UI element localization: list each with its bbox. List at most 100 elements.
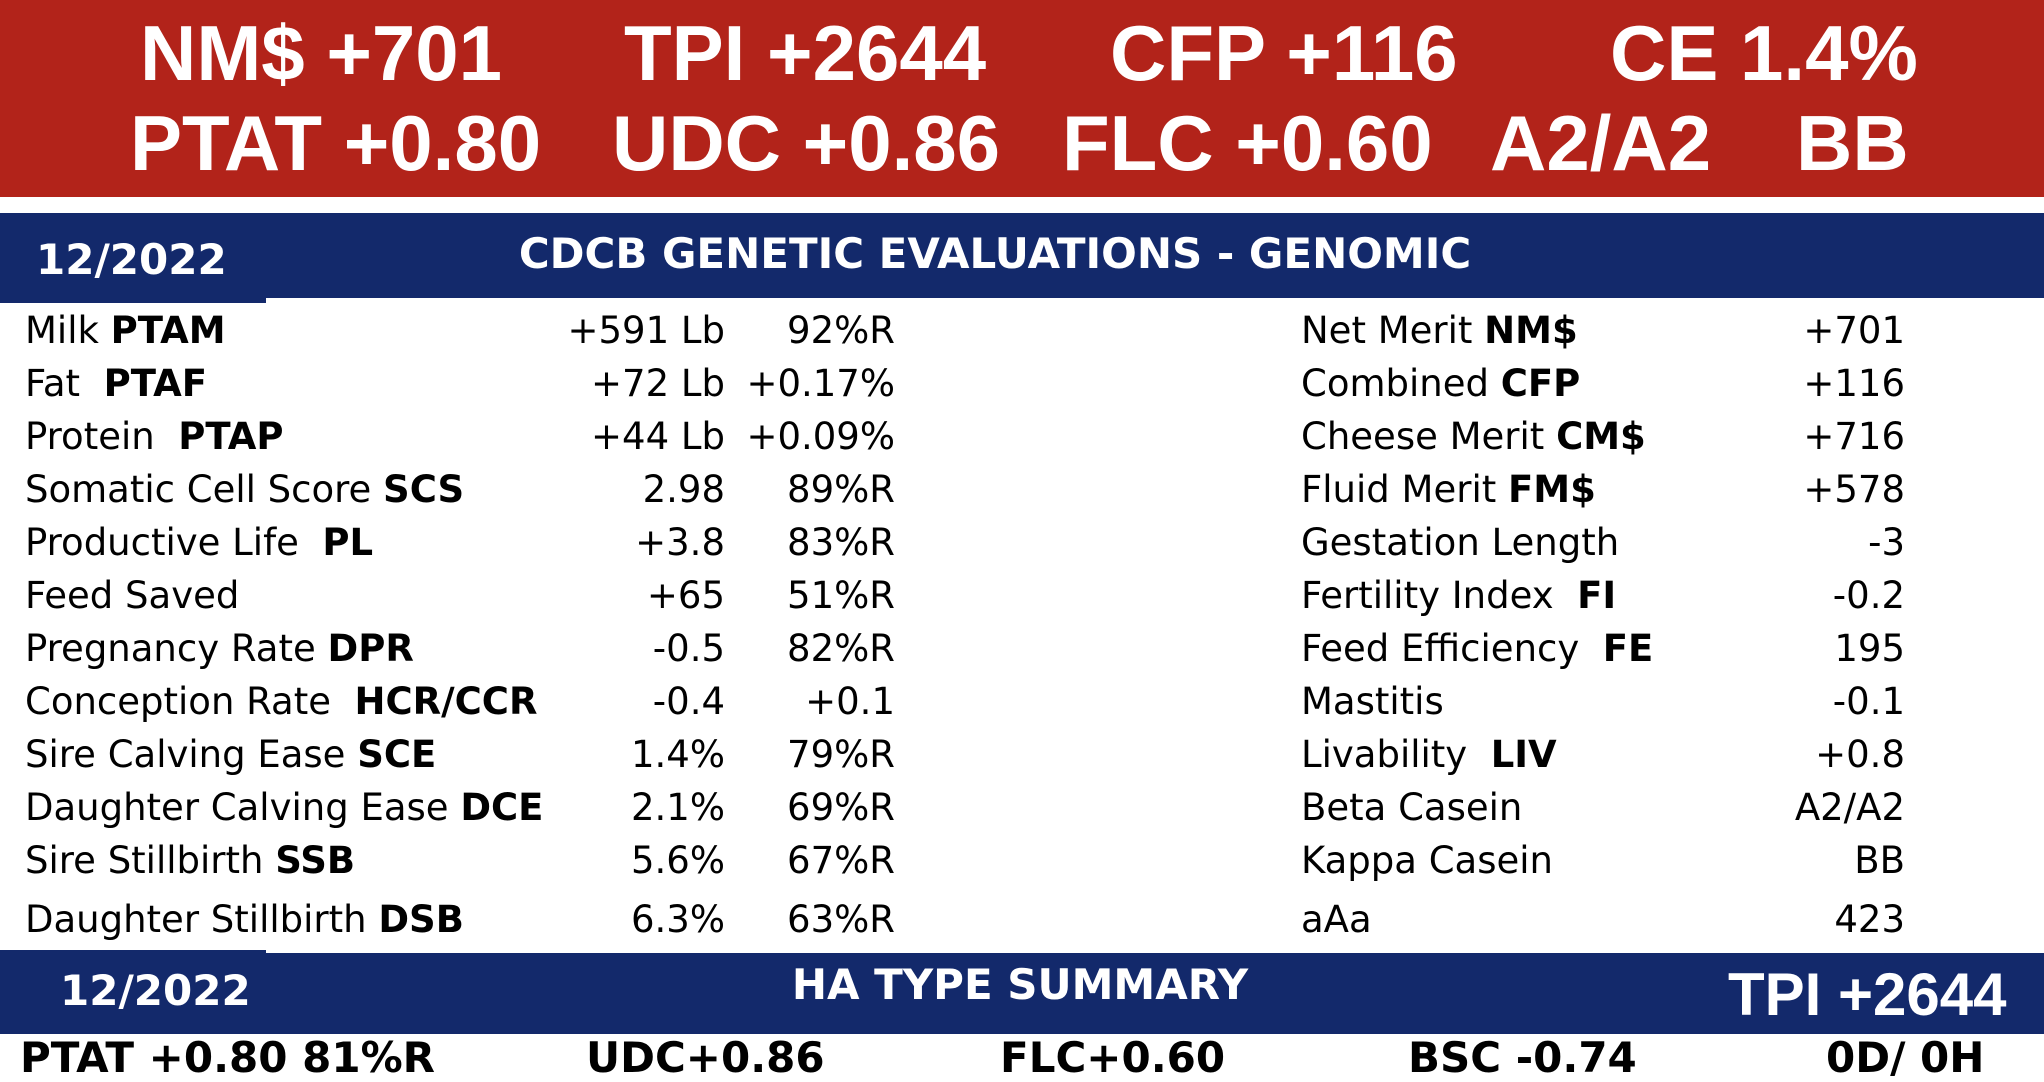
header-tab-edge: [266, 298, 2044, 303]
trait-label: Somatic Cell Score SCS: [25, 465, 464, 515]
trait-reliability: 63%R: [787, 898, 895, 941]
index-abbr: FI: [1577, 574, 1617, 617]
trait-label: Pregnancy Rate DPR: [25, 624, 414, 674]
index-abbr: LIV: [1490, 733, 1557, 776]
trait-value: +3.8: [635, 521, 725, 564]
type-days-herds: 0D/ 0H: [1826, 1033, 1985, 1082]
trait-reliability: 92%R: [787, 309, 895, 352]
trait-label: Daughter Stillbirth DSB: [25, 895, 464, 945]
trait-abbr: PTAP: [178, 415, 284, 458]
trait-abbr: SCE: [357, 733, 437, 776]
trait-reliability: +0.09%: [746, 415, 895, 458]
trait-abbr: HCR/CCR: [354, 680, 538, 723]
index-label: Net Merit NM$: [1301, 306, 1578, 356]
trait-reliability: 69%R: [787, 786, 895, 829]
index-abbr: CFP: [1500, 362, 1581, 405]
index-value: -3: [1868, 521, 1905, 564]
trait-value: +44 Lb: [591, 415, 725, 458]
headline-kappa-casein: BB: [1796, 99, 1909, 187]
trait-reliability: 82%R: [787, 627, 895, 670]
index-label: Cheese Merit CM$: [1301, 412, 1646, 462]
trait-name: Protein: [25, 415, 179, 458]
index-value: 195: [1834, 627, 1905, 670]
trait-reliability: +0.1: [805, 680, 895, 723]
index-label: Livability LIV: [1301, 730, 1557, 780]
headline-cfp: CFP +116: [1110, 9, 1458, 97]
trait-name: Sire Stillbirth: [25, 839, 276, 882]
trait-abbr: PTAF: [103, 362, 207, 405]
index-value: +701: [1803, 309, 1905, 352]
trait-name: Somatic Cell Score: [25, 468, 384, 511]
type-header-bar: 12/2022 HA TYPE SUMMARY TPI +2644: [0, 950, 2044, 1034]
index-name: Mastitis: [1301, 680, 1444, 723]
trait-label: Daughter Calving Ease DCE: [25, 783, 543, 833]
type-title: HA TYPE SUMMARY: [791, 960, 1249, 1009]
trait-reliability: 51%R: [787, 574, 895, 617]
index-name: Combined: [1301, 362, 1501, 405]
index-name: aAa: [1301, 898, 1372, 941]
trait-reliability: 67%R: [787, 839, 895, 882]
index-value: A2/A2: [1794, 786, 1905, 829]
type-bsc: BSC -0.74: [1408, 1033, 1637, 1082]
index-abbr: FE: [1602, 627, 1654, 670]
trait-label: Productive Life PL: [25, 518, 373, 568]
index-name: Feed Efficiency: [1301, 627, 1603, 670]
type-udc: UDC+0.86: [586, 1033, 825, 1082]
index-value: -0.1: [1832, 680, 1905, 723]
trait-label: Protein PTAP: [25, 412, 283, 462]
headline-udc: UDC +0.86: [612, 99, 1001, 187]
trait-name: Fat: [25, 362, 104, 405]
trait-label: Milk PTAM: [25, 306, 226, 356]
trait-value: 1.4%: [631, 733, 725, 776]
trait-name: Pregnancy Rate: [25, 627, 328, 670]
trait-name: Productive Life: [25, 521, 323, 564]
headline-flc: FLC +0.60: [1062, 99, 1433, 187]
trait-value: 2.98: [642, 468, 725, 511]
trait-reliability: 83%R: [787, 521, 895, 564]
trait-name: Conception Rate: [25, 680, 355, 723]
trait-name: Daughter Stillbirth: [25, 898, 379, 941]
trait-reliability: 89%R: [787, 468, 895, 511]
type-date: 12/2022: [60, 966, 251, 1015]
index-value: +116: [1803, 362, 1905, 405]
index-label: aAa: [1301, 895, 1372, 945]
trait-abbr: DPR: [327, 627, 414, 670]
trait-value: -0.4: [652, 680, 725, 723]
genomic-date: 12/2022: [36, 235, 227, 284]
index-label: Gestation Length: [1301, 518, 1619, 568]
trait-value: +72 Lb: [591, 362, 725, 405]
trait-name: Milk: [25, 309, 111, 352]
genomic-header-bar: 12/2022 CDCB GENETIC EVALUATIONS - GENOM…: [0, 213, 2044, 303]
type-tpi: TPI +2644: [1728, 961, 2007, 1028]
index-value: +0.8: [1815, 733, 1905, 776]
trait-abbr: DCE: [460, 786, 544, 829]
index-label: Mastitis: [1301, 677, 1444, 727]
index-value: 423: [1834, 898, 1905, 941]
index-name: Beta Casein: [1301, 786, 1523, 829]
trait-label: Fat PTAF: [25, 359, 207, 409]
trait-value: +65: [646, 574, 725, 617]
index-label: Fluid Merit FM$: [1301, 465, 1596, 515]
trait-reliability: 79%R: [787, 733, 895, 776]
index-value: BB: [1854, 839, 1905, 882]
trait-label: Feed Saved: [25, 571, 239, 621]
index-name: Kappa Casein: [1301, 839, 1553, 882]
headline-ce: CE 1.4%: [1610, 9, 1918, 97]
index-name: Livability: [1301, 733, 1491, 776]
trait-value: +591 Lb: [567, 309, 726, 352]
index-name: Cheese Merit: [1301, 415, 1557, 458]
index-abbr: FM$: [1508, 468, 1596, 511]
index-value: +578: [1803, 468, 1905, 511]
headline-tpi: TPI +2644: [624, 9, 987, 97]
index-name: Fertility Index: [1301, 574, 1578, 617]
trait-abbr: SSB: [275, 839, 356, 882]
headline-beta-casein: A2/A2: [1490, 99, 1712, 187]
trait-label: Sire Stillbirth SSB: [25, 836, 355, 886]
index-label: Feed Efficiency FE: [1301, 624, 1653, 674]
headline-ptat: PTAT +0.80: [130, 99, 542, 187]
headline-nm: NM$ +701: [140, 9, 503, 97]
index-label: Combined CFP: [1301, 359, 1580, 409]
index-value: +716: [1803, 415, 1905, 458]
index-name: Net Merit: [1301, 309, 1485, 352]
trait-abbr: SCS: [383, 468, 465, 511]
